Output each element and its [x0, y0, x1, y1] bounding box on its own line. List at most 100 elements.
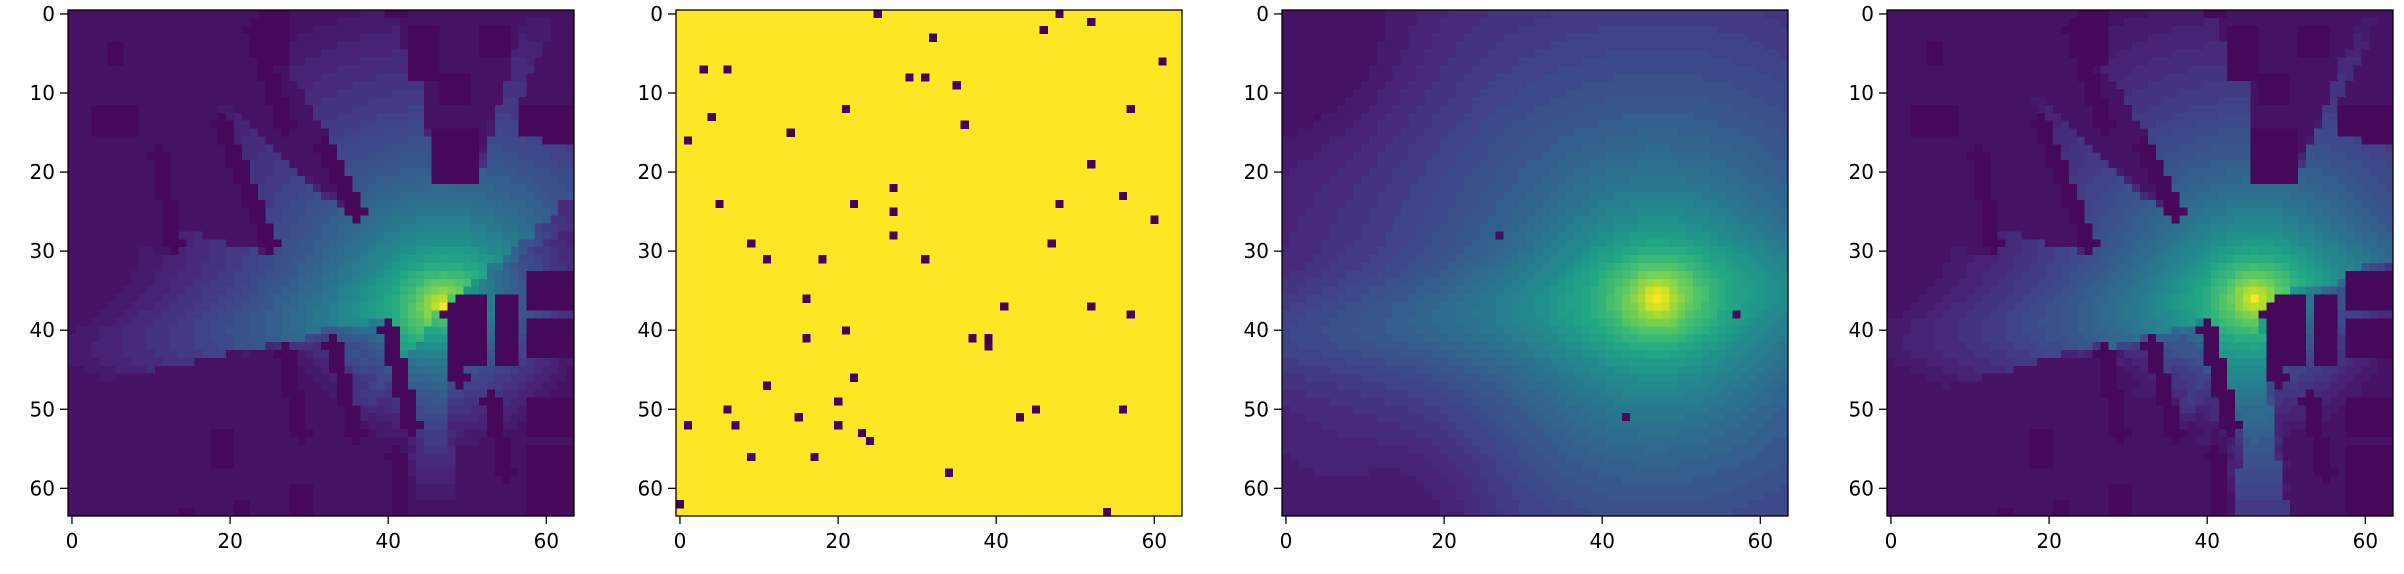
heatmap-cell: [75, 302, 85, 311]
heatmap-cell: [407, 278, 417, 288]
heatmap-cell: [352, 476, 361, 485]
heatmap-cell: [415, 429, 425, 438]
heatmap-cell: [210, 89, 219, 98]
heatmap-cell: [455, 112, 464, 122]
heatmap-cell: [463, 65, 472, 74]
heatmap-cell: [1282, 65, 1291, 74]
heatmap-cell: [510, 41, 520, 50]
heatmap-cell: [471, 294, 480, 303]
heatmap-cell: [368, 349, 377, 359]
heatmap-cell: [1653, 10, 1662, 19]
heatmap-cell: [305, 152, 314, 161]
heatmap-cell: [162, 413, 172, 422]
heatmap-cell: [360, 468, 369, 477]
heatmap-cell: [479, 207, 488, 216]
sample-point: [842, 104, 851, 114]
heatmap-cell: [439, 270, 448, 280]
heatmap-cell: [241, 452, 251, 462]
heatmap-cell: [321, 270, 330, 280]
heatmap-cell: [281, 460, 290, 469]
heatmap-cell: [131, 255, 140, 264]
heatmap-cell: [234, 199, 243, 209]
heatmap-cell: [313, 286, 322, 295]
heatmap-cell: [162, 152, 172, 161]
heatmap-cell: [384, 468, 393, 477]
heatmap-cell: [447, 310, 456, 319]
heatmap-cell: [360, 10, 369, 19]
y-tick-label: 0: [650, 2, 663, 26]
heatmap-cell: [186, 191, 195, 201]
heatmap-cell: [1542, 81, 1552, 90]
heatmap-cell: [202, 112, 211, 122]
heatmap-cell: [75, 49, 85, 58]
heatmap-cell: [1368, 65, 1378, 74]
sample-point: [921, 73, 930, 82]
heatmap-cell: [139, 405, 148, 414]
heatmap-cell: [241, 160, 251, 169]
heatmap-cell: [494, 255, 504, 264]
heatmap-cell: [257, 81, 267, 90]
heatmap-cell: [75, 215, 85, 224]
heatmap-cell: [139, 500, 148, 509]
heatmap-cell: [328, 191, 338, 201]
heatmap-cell: [313, 278, 322, 288]
heatmap-cell: [360, 49, 369, 58]
heatmap-cell: [75, 405, 85, 414]
heatmap-cell: [336, 500, 346, 509]
heatmap-cell: [542, 468, 551, 477]
heatmap-cell: [170, 278, 180, 288]
heatmap-cell: [471, 476, 480, 485]
heatmap-cell: [336, 405, 346, 414]
heatmap-cell: [550, 500, 559, 509]
heatmap-cell: [265, 199, 274, 209]
heatmap-cell: [257, 397, 267, 406]
heatmap-cell: [1440, 17, 1449, 27]
heatmap-cell: [1408, 96, 1417, 106]
heatmap-cell: [99, 429, 108, 438]
heatmap-cell: [360, 41, 369, 50]
heatmap-cell: [305, 476, 314, 485]
y-tick-label: 50: [30, 397, 55, 421]
heatmap-cell: [502, 460, 512, 469]
heatmap-cell: [487, 96, 496, 106]
heatmap-cell: [210, 81, 219, 90]
heatmap-cell: [241, 278, 251, 288]
heatmap-cell: [289, 436, 298, 446]
heatmap-cell: [1542, 57, 1552, 66]
heatmap-cell: [384, 160, 393, 169]
heatmap-cell: [1440, 81, 1449, 90]
heatmap-cell: [281, 318, 290, 327]
heatmap-cell: [1637, 33, 1647, 42]
heatmap-cell: [1432, 25, 1441, 35]
heatmap-cell: [1748, 96, 1757, 106]
heatmap-cell: [321, 247, 330, 256]
heatmap-cell: [376, 168, 385, 177]
heatmap-cell: [423, 207, 433, 216]
heatmap-cell: [131, 334, 140, 343]
heatmap-cell: [400, 49, 409, 58]
heatmap-cell: [439, 444, 448, 454]
heatmap-cell: [226, 492, 235, 501]
heatmap-cell: [392, 342, 401, 351]
heatmap-cell: [384, 500, 393, 509]
heatmap-cell: [91, 168, 100, 177]
heatmap-cell: [257, 294, 267, 303]
heatmap-cell: [534, 444, 543, 454]
heatmap-cell: [542, 183, 551, 193]
heatmap-cell: [68, 413, 77, 422]
heatmap-cell: [1361, 73, 1370, 82]
heatmap-cell: [249, 73, 259, 82]
heatmap-cell: [336, 199, 346, 209]
heatmap-cell: [1716, 25, 1726, 35]
heatmap-cell: [1361, 10, 1370, 19]
heatmap-cell: [68, 357, 77, 367]
heatmap-cell: [75, 334, 85, 343]
heatmap-cell: [123, 49, 132, 58]
heatmap-cell: [534, 136, 543, 145]
heatmap-cell: [218, 476, 227, 485]
heatmap-cell: [83, 334, 93, 343]
heatmap-cell: [218, 310, 227, 319]
heatmap-cell: [487, 413, 496, 422]
heatmap-cell: [131, 263, 140, 272]
heatmap-cell: [202, 476, 211, 485]
